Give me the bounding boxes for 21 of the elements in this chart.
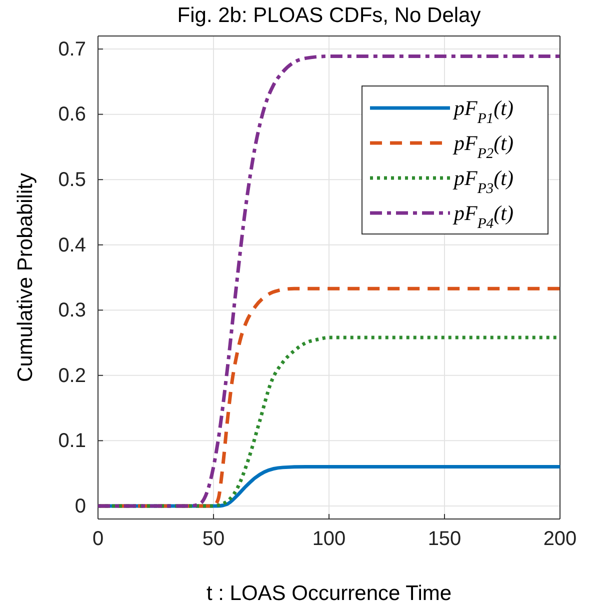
legend-label: pF$_{P3}$(t): [452, 166, 514, 197]
x-tick-label: 150: [428, 528, 462, 550]
legend-label: pF$_{P2}$(t): [452, 131, 514, 162]
x-axis-title: t : LOAS Occurrence Time: [206, 582, 452, 605]
x-tick-label: 200: [543, 528, 577, 550]
legend-label: pF$_{P1}$(t): [452, 96, 514, 127]
legend-label: pF$_{P4}$(t): [452, 201, 514, 232]
y-tick-label: 0.2: [58, 364, 86, 387]
y-tick-label: 0.1: [58, 430, 86, 452]
x-tick-label: 100: [312, 528, 346, 550]
y-tick-label: 0.5: [58, 168, 86, 191]
y-tick-label: 0.6: [58, 104, 86, 126]
y-tick-label: 0: [74, 495, 86, 518]
line-series: [96, 54, 562, 508]
chart-title: Fig. 2b: PLOAS CDFs, No Delay: [177, 4, 482, 27]
y-tick-label: 0.4: [58, 234, 86, 256]
y-axis-title: Cumulative Probability: [14, 172, 37, 382]
x-tick-label: 50: [202, 528, 225, 550]
x-tick-label: 0: [92, 528, 104, 550]
y-tick-label: 0.3: [58, 300, 86, 322]
y-tick-label: 0.7: [58, 38, 86, 60]
